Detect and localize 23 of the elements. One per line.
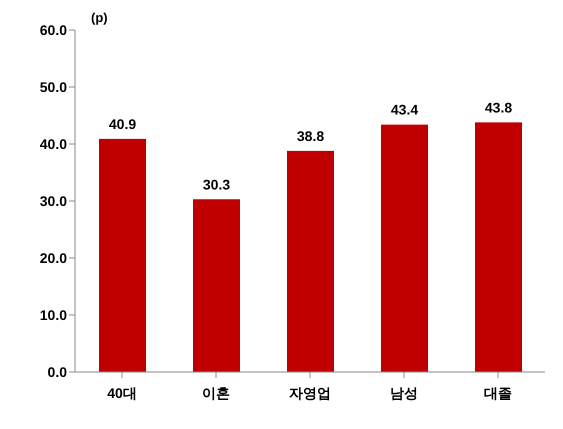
x-tick-label: 40대 bbox=[107, 384, 137, 401]
bar bbox=[99, 138, 146, 372]
data-label: 43.8 bbox=[484, 99, 512, 116]
y-tick-label: 60.0 bbox=[40, 22, 68, 38]
y-tick-label: 40.0 bbox=[40, 136, 68, 152]
y-axis-title: (p) bbox=[91, 10, 108, 25]
y-tick-label: 10.0 bbox=[40, 306, 68, 323]
y-tick-label: 20.0 bbox=[40, 250, 68, 266]
data-label: 30.3 bbox=[202, 176, 230, 192]
x-tick-label: 자영업 bbox=[289, 384, 331, 401]
y-tick-label: 30.0 bbox=[40, 192, 68, 209]
data-label: 40.9 bbox=[108, 116, 136, 132]
data-label: 38.8 bbox=[296, 128, 324, 144]
data-label: 43.4 bbox=[390, 102, 418, 118]
x-tick-label: 이혼 bbox=[202, 384, 230, 401]
x-tick-label: 남성 bbox=[390, 384, 418, 401]
bar bbox=[193, 199, 240, 372]
bar bbox=[287, 150, 334, 372]
y-tick-label: 50.0 bbox=[40, 78, 68, 95]
bar bbox=[381, 124, 428, 372]
y-tick-label: 0.0 bbox=[48, 364, 68, 380]
bar bbox=[475, 122, 522, 372]
x-tick-label: 대졸 bbox=[484, 384, 512, 401]
